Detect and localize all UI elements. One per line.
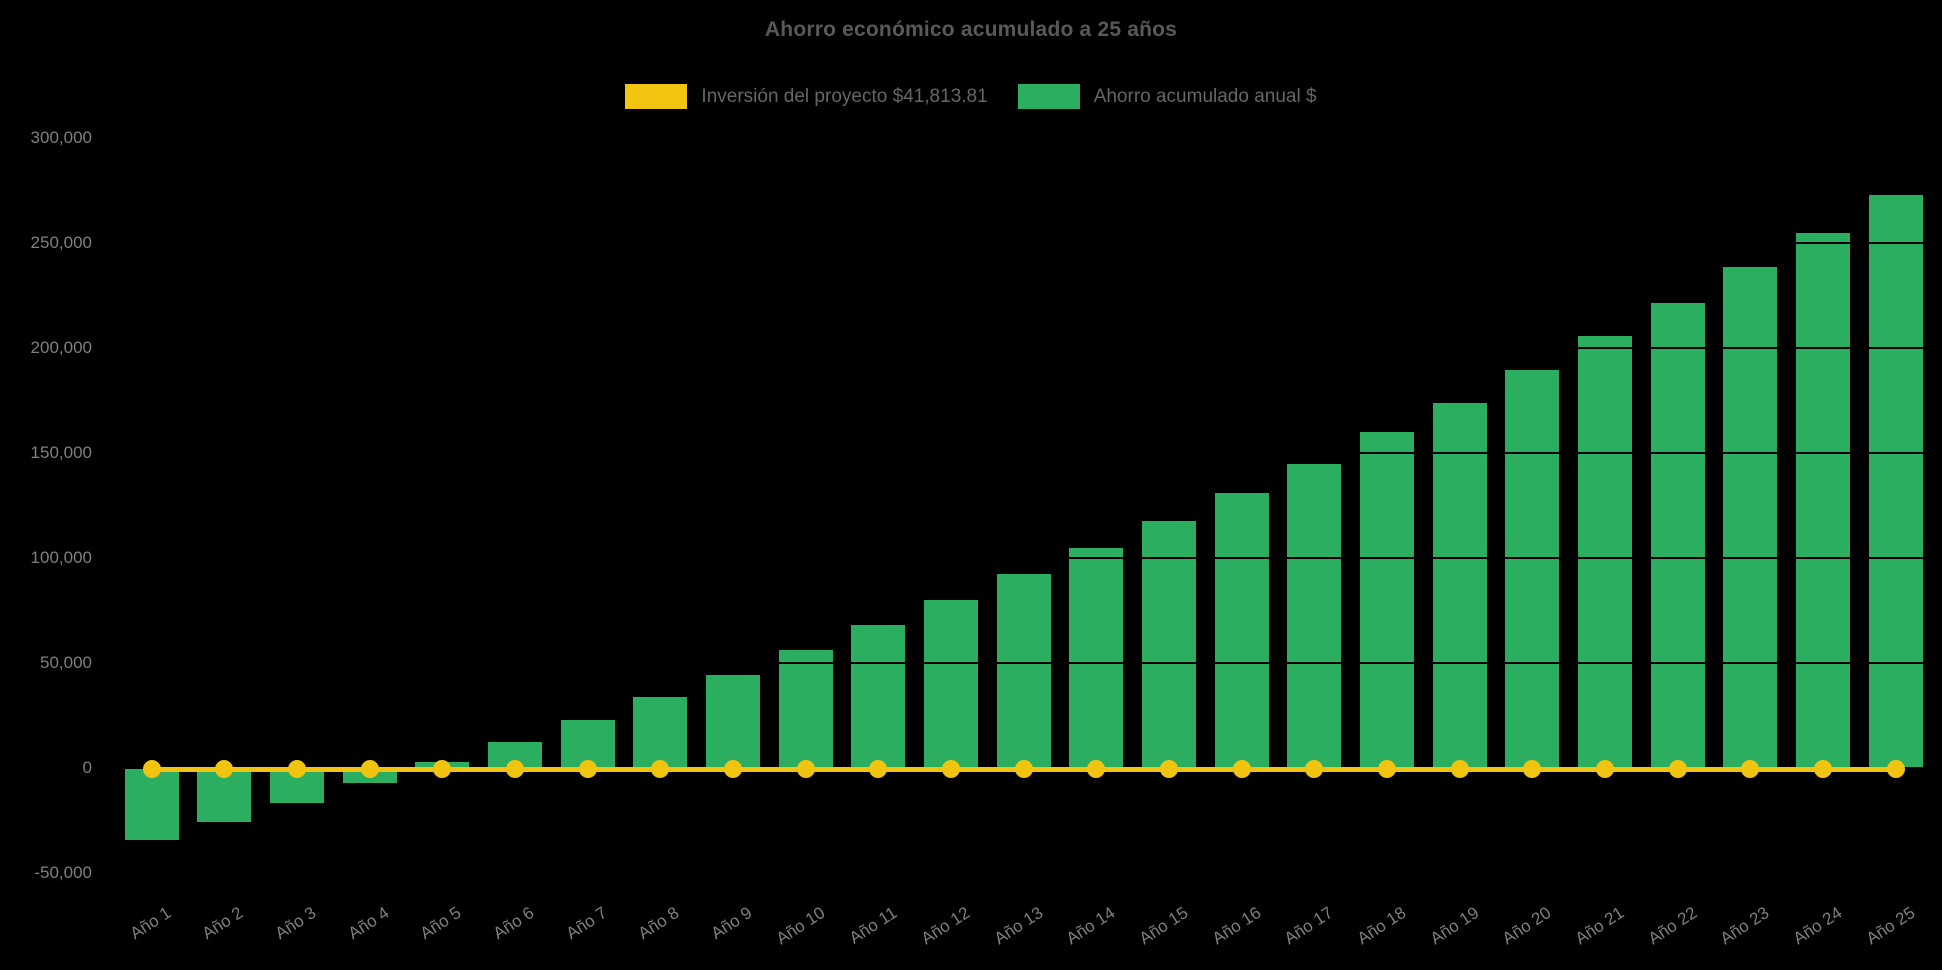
investment-marker-18 [1377, 760, 1396, 778]
bar-año-21 [1577, 336, 1632, 768]
gridline-250000 [104, 242, 1938, 244]
investment-marker-3 [287, 760, 306, 778]
investment-marker-11 [869, 760, 888, 778]
investment-marker-2 [215, 760, 234, 778]
investment-marker-6 [505, 760, 524, 778]
bar-año-9 [705, 674, 760, 768]
y-tick-label-150000: 150,000 [30, 443, 92, 462]
investment-marker-16 [1232, 760, 1251, 778]
legend-label-savings: Ahorro acumulado anual $ [1093, 85, 1317, 107]
gridline--50000 [104, 872, 1938, 874]
bar-año-7 [560, 719, 615, 768]
bar-año-8 [633, 696, 688, 768]
gridline-200000 [104, 347, 1938, 349]
investment-marker-14 [1087, 760, 1106, 778]
investment-marker-17 [1305, 760, 1324, 778]
bar-año-1 [124, 768, 179, 841]
bar-año-18 [1359, 432, 1414, 768]
investment-marker-15 [1159, 760, 1178, 778]
investment-marker-5 [433, 760, 452, 778]
gridline-100000 [104, 557, 1938, 559]
investment-marker-22 [1668, 760, 1687, 778]
bar-año-14 [1069, 547, 1124, 768]
y-tick-label-100000: 100,000 [30, 548, 92, 567]
legend-swatch-investment [625, 84, 688, 109]
y-tick-label--50000: -50,000 [34, 863, 92, 882]
investment-marker-13 [1014, 760, 1033, 778]
gridline-50000 [104, 662, 1938, 664]
bar-año-15 [1141, 521, 1196, 768]
legend-label-investment: Inversión del proyecto $41,813.81 [701, 85, 988, 107]
bar-año-24 [1795, 232, 1850, 768]
legend-swatch-savings [1017, 84, 1080, 109]
bar-año-20 [1505, 370, 1560, 768]
bar-año-16 [1214, 492, 1269, 768]
bar-año-12 [923, 600, 978, 768]
investment-marker-7 [578, 760, 597, 778]
chart-title: Ahorro económico acumulado a 25 años [764, 18, 1178, 41]
investment-marker-19 [1450, 760, 1469, 778]
investment-marker-21 [1595, 760, 1614, 778]
investment-marker-12 [941, 760, 960, 778]
legend-item-investment: Inversión del proyecto $41,813.81 [625, 84, 988, 109]
legend-item-savings: Ahorro acumulado anual $ [1017, 84, 1317, 109]
gridline-150000 [104, 452, 1938, 454]
bar-año-19 [1432, 402, 1487, 768]
y-tick-label-200000: 200,000 [30, 338, 92, 357]
investment-marker-20 [1523, 760, 1542, 778]
bar-año-23 [1723, 267, 1778, 768]
investment-marker-23 [1741, 760, 1760, 778]
bar-año-13 [996, 573, 1051, 768]
investment-marker-24 [1813, 760, 1832, 778]
investment-marker-25 [1886, 760, 1905, 778]
investment-marker-8 [651, 760, 670, 778]
bar-año-25 [1868, 194, 1923, 768]
y-tick-label-0: 0 [82, 758, 92, 777]
investment-marker-4 [360, 760, 379, 778]
bar-año-10 [778, 650, 833, 768]
bar-año-11 [851, 625, 906, 768]
y-tick-label-300000: 300,000 [30, 128, 92, 147]
chart-legend: Inversión del proyecto $41,813.81 Ahorro… [0, 84, 1942, 109]
y-tick-label-50000: 50,000 [40, 653, 92, 672]
investment-marker-10 [796, 760, 815, 778]
bar-año-22 [1650, 302, 1705, 768]
investment-marker-1 [142, 760, 161, 778]
gridline-300000 [104, 137, 1938, 139]
y-tick-label-250000: 250,000 [30, 233, 92, 252]
investment-marker-9 [723, 760, 742, 778]
bar-año-17 [1287, 463, 1342, 768]
